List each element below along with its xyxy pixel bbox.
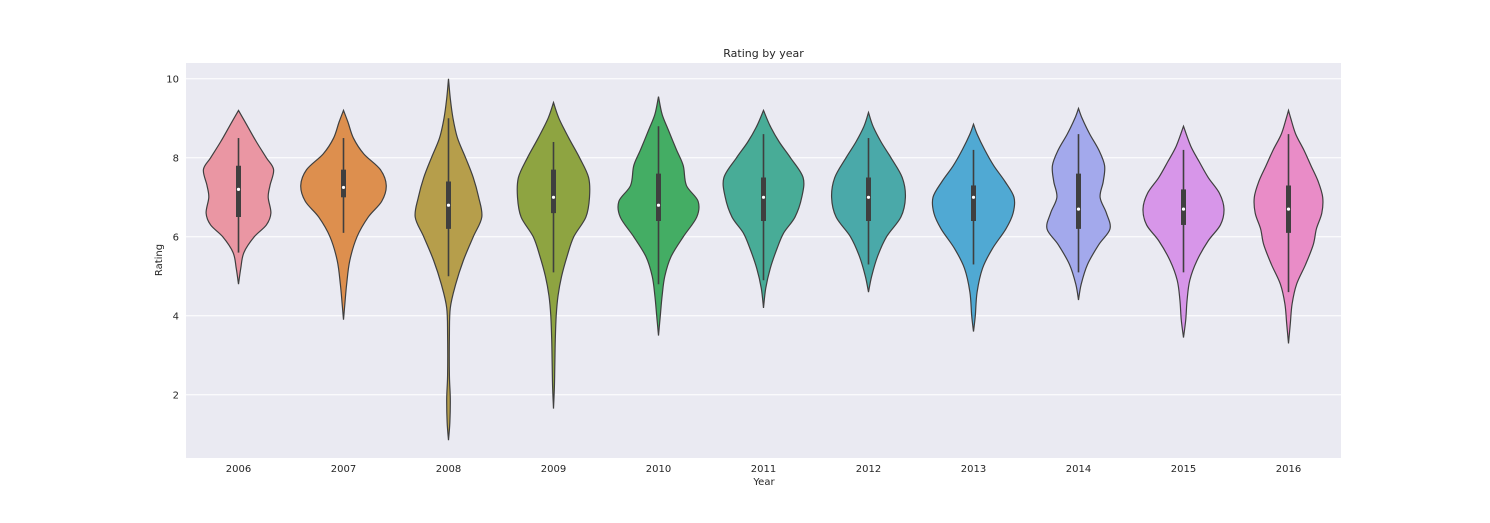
violin-2015 — [1142, 124, 1225, 338]
violin-2008 — [414, 78, 483, 441]
y-axis-label: Rating — [154, 244, 165, 276]
x-tick-label: 2006 — [226, 464, 251, 475]
plot-area — [186, 63, 1341, 458]
violin-2013 — [931, 122, 1016, 332]
violin-2011 — [722, 108, 805, 308]
violin-2009 — [516, 100, 591, 409]
violin-median-dot — [761, 195, 766, 199]
violin-median-dot — [1181, 207, 1186, 211]
y-tick-label: 10 — [166, 74, 179, 85]
violin-median-dot — [446, 203, 451, 207]
x-tick-label: 2015 — [1171, 464, 1196, 475]
violin-median-dot — [236, 187, 241, 191]
violin-median-dot — [866, 195, 871, 199]
x-tick-label: 2009 — [541, 464, 566, 475]
y-tick-label: 2 — [173, 390, 179, 401]
x-tick-label: 2010 — [646, 464, 671, 475]
y-tick-label: 8 — [173, 153, 179, 164]
x-tick-label: 2016 — [1276, 464, 1301, 475]
violin-2012 — [830, 110, 907, 293]
violin-2010 — [617, 96, 700, 336]
violin-2016 — [1253, 108, 1324, 344]
violin-median-dot — [341, 185, 346, 190]
violin-2006 — [202, 109, 275, 285]
y-tick-label: 4 — [173, 311, 179, 322]
violin-median-dot — [656, 203, 661, 207]
y-tick-label: 6 — [173, 232, 179, 243]
x-axis-ticks: 2006 2007 2008 2009 2010 2011 2012 2013 2014 2015… — [226, 464, 1301, 475]
violin-2007 — [300, 108, 387, 320]
x-tick-label: 2008 — [436, 464, 461, 475]
violin-median-dot — [1286, 207, 1291, 211]
violin-2014 — [1046, 106, 1111, 301]
x-tick-label: 2014 — [1066, 464, 1091, 475]
violin-series — [202, 78, 1324, 441]
x-tick-label: 2007 — [331, 464, 356, 475]
x-tick-label: 2012 — [856, 464, 881, 475]
x-tick-label: 2013 — [961, 464, 986, 475]
x-axis-label: Year — [752, 477, 775, 488]
chart-title: Rating by year — [723, 47, 804, 60]
violin-median-dot — [551, 195, 556, 199]
violin-median-dot — [971, 195, 976, 199]
x-tick-label: 2011 — [751, 464, 776, 475]
y-axis-ticks: 2 4 6 8 10 — [166, 74, 179, 401]
violin-median-dot — [1076, 207, 1081, 211]
